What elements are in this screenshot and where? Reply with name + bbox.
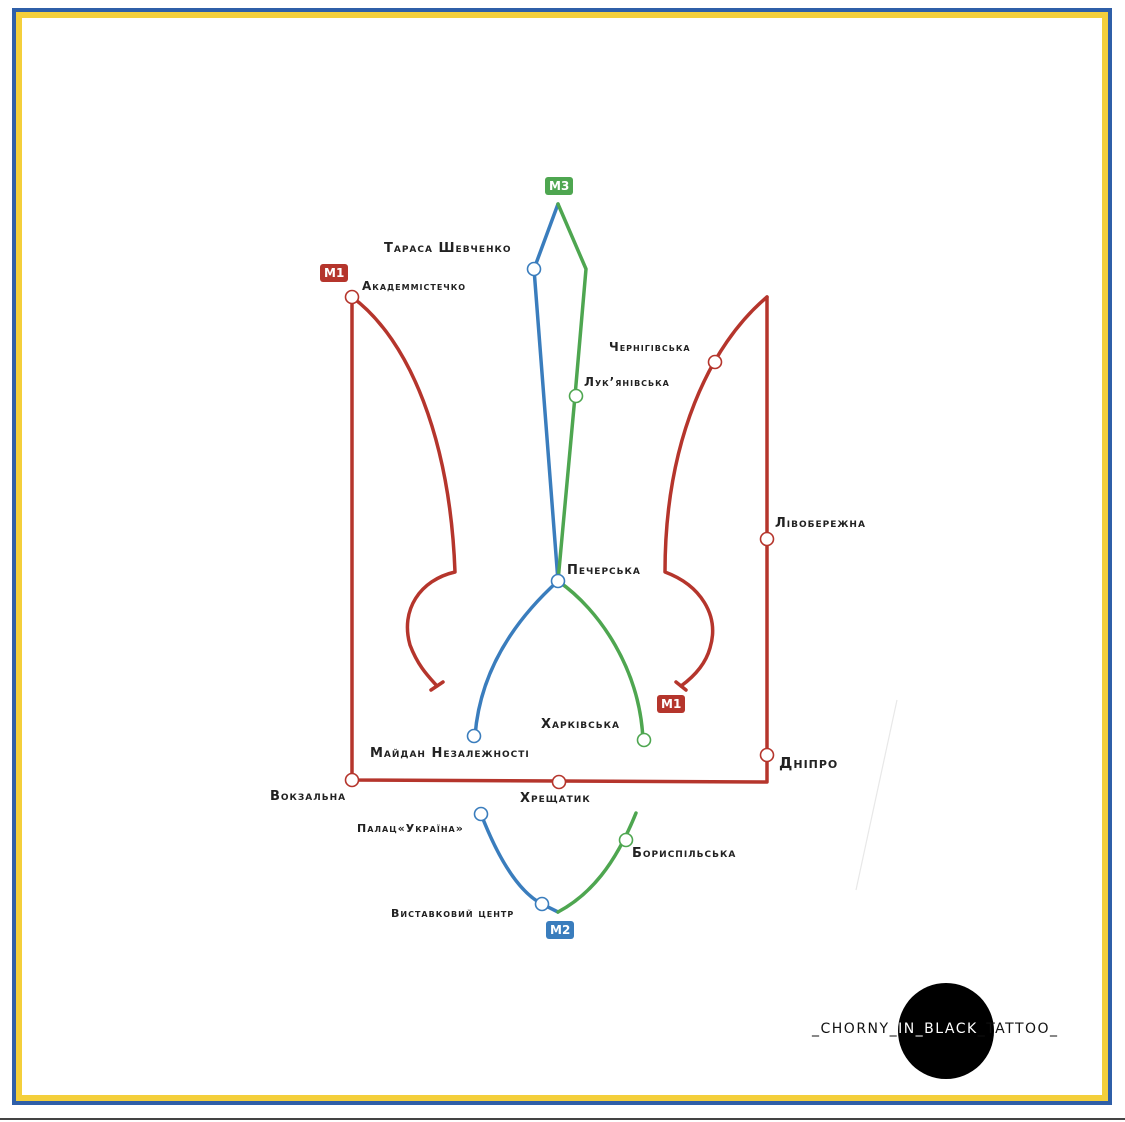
station-dot-chernihivska [707,354,723,370]
station-dot-vokzalna [344,772,360,788]
label-akademmistechko: Академмістечко [362,279,467,293]
label-khreshchatyk: Хрещатик [520,791,591,806]
station-dot-pecherska [550,573,566,589]
station-dot-livoberezhna [759,531,775,547]
green-line-bottom [556,811,638,914]
station-dot-palats-ukraina [473,806,489,822]
logo-black-circle [898,983,994,1079]
red-line-left-hook-end [429,680,445,692]
logo-text-before: _CHORNY_ [812,1021,899,1037]
red-line-left-hook [350,295,457,688]
blue-line-bottom [479,812,560,914]
label-dnipro: Дніпро [779,754,839,772]
line-badge-m2: M2 [546,921,575,939]
logo-text-middle: IN_BLACK [898,1021,978,1037]
label-chernihivska: Чернігівська [609,340,691,354]
label-pecherska: Печерська [567,563,641,578]
red-line-right-hook-end [674,680,688,692]
blue-line-center [473,202,560,738]
label-taras-shevchenko: Тараса Шевченко [384,241,512,256]
label-kharkivska: Харківська [541,717,620,732]
station-dot-khreshchatyk [551,774,567,790]
station-dot-lukianivska [568,388,584,404]
label-palats-ukraina: Палац«Україна» [357,822,464,835]
label-boryspilska: Бориспільська [632,846,737,861]
logo-text-after: _TATTOO_ [977,1021,1059,1037]
green-line-center [556,202,645,742]
label-vystavkovyi: Виставковий центр [391,907,515,920]
station-dot-taras-shevchenko [526,261,542,277]
line-badge-m1-top: M1 [320,264,349,282]
station-dot-vystavkovyi [534,896,550,912]
red-line-left-outer [350,295,769,784]
bottom-divider [0,1118,1125,1120]
station-dot-maidan [466,728,482,744]
station-dot-dnipro [759,747,775,763]
logo-text: _CHORNY_IN_BLACK_TATTOO_ [812,1021,1059,1037]
label-livoberezhna: Лівобережна [775,516,866,531]
station-dot-boryspilska [618,832,634,848]
station-dot-kharkivska [636,732,652,748]
line-badge-m1-bottom: M1 [657,695,686,713]
station-dot-akademmistechko [344,289,360,305]
label-lukianivska: Лук’янівська [584,375,670,389]
label-vokzalna: Вокзальна [270,789,347,804]
label-maidan: Майдан Незалежності [370,746,530,761]
faint-stroke [855,699,898,891]
line-badge-m3: M3 [545,177,574,195]
